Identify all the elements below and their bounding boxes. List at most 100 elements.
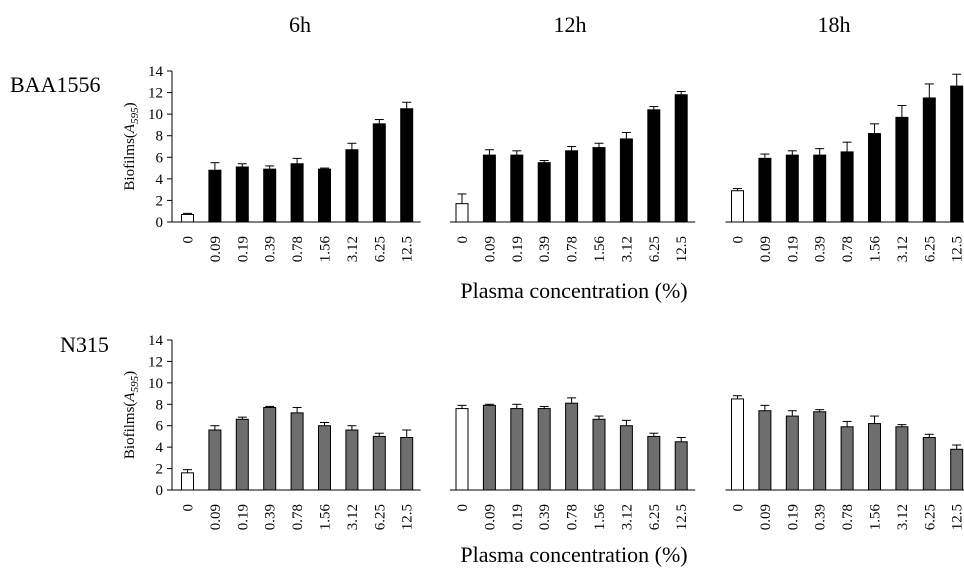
y-tick-label: 2 (156, 193, 164, 209)
y-tick-label: 0 (156, 483, 164, 499)
bar-6h-0 (181, 472, 194, 491)
x-tick-label: 0.19 (510, 504, 526, 530)
panel-title-n315: N315 (60, 332, 109, 357)
bar-6h-0.39 (263, 407, 277, 491)
x-tick-label: 0 (455, 236, 471, 244)
x-tick-label: 0.39 (263, 504, 279, 530)
y-tick-label: 8 (156, 129, 164, 145)
x-tick-label: 0 (455, 504, 471, 512)
bar-6h-3.12 (345, 149, 359, 223)
bar-18h-12.5 (950, 85, 964, 223)
panel-title-baa1556: BAA1556 (10, 72, 100, 97)
x-tick-label: 0.09 (482, 504, 498, 530)
y-tick-label: 10 (148, 376, 163, 392)
bar-12h-12.5 (674, 441, 688, 491)
bar-18h-1.56 (868, 423, 881, 491)
y-axis-label: Biofilms(A595) (122, 102, 141, 190)
x-tick-label: 1.56 (592, 236, 608, 263)
x-tick-label: 12.5 (674, 504, 690, 530)
bar-12h-3.12 (619, 425, 633, 491)
bar-18h-12.5 (950, 448, 964, 491)
y-tick-label: 4 (156, 440, 164, 456)
x-tick-label: 3.12 (345, 236, 361, 262)
x-axis-label-n315: Plasma concentration (%) (460, 542, 687, 567)
x-tick-label: 0.39 (537, 504, 553, 530)
x-tick-label: 0.39 (813, 236, 829, 262)
bar-18h-0.19 (785, 154, 799, 223)
x-tick-label: 0.09 (208, 236, 224, 262)
y-tick-label: 10 (148, 107, 163, 123)
bar-6h-0.09 (208, 169, 222, 223)
bar-6h-0.19 (235, 418, 249, 491)
x-tick-label: 0 (181, 504, 197, 512)
x-tick-label: 0.78 (290, 236, 306, 262)
bar-6h-6.25 (372, 435, 386, 491)
bar-6h-12.5 (400, 437, 414, 491)
x-tick-label: 6.25 (922, 236, 938, 262)
y-tick-label: 12 (148, 354, 163, 370)
x-tick-label: 0.19 (510, 236, 526, 262)
bar-12h-0 (455, 408, 469, 491)
bar-6h-1.56 (318, 425, 331, 491)
bar-18h-0.78 (840, 426, 854, 491)
x-tick-label: 0.09 (758, 504, 774, 530)
bar-18h-1.56 (868, 133, 881, 223)
x-tick-label: 0 (731, 236, 747, 244)
bar-6h-0.09 (208, 429, 222, 491)
y-axis-label: Biofilms(A595) (122, 371, 141, 459)
bar-18h-0.09 (758, 410, 772, 491)
x-tick-label: 0.09 (482, 236, 498, 262)
x-tick-label: 1.56 (318, 504, 334, 531)
x-tick-label: 0.78 (840, 504, 856, 530)
bar-18h-0.09 (758, 157, 772, 223)
x-tick-label: 3.12 (895, 504, 911, 530)
time-label-18h: 18h (818, 12, 851, 37)
x-tick-label: 1.56 (868, 236, 884, 263)
bar-12h-12.5 (674, 94, 688, 223)
x-tick-label: 6.25 (647, 504, 663, 530)
x-tick-label: 3.12 (619, 236, 635, 262)
bar-18h-6.25 (922, 437, 936, 491)
bar-6h-0.19 (235, 166, 249, 223)
x-tick-label: 12.5 (400, 504, 416, 530)
x-tick-label: 0.19 (785, 504, 801, 530)
x-tick-label: 12.5 (950, 236, 964, 262)
x-tick-label: 0.09 (758, 236, 774, 262)
bar-12h-0.09 (482, 154, 496, 223)
time-label-6h: 6h (289, 12, 311, 37)
y-tick-label: 14 (148, 64, 164, 80)
x-tick-label: 0.78 (290, 504, 306, 530)
x-tick-label: 1.56 (592, 504, 608, 531)
x-tick-label: 6.25 (922, 504, 938, 530)
bar-6h-1.56 (318, 168, 331, 223)
bar-18h-0.39 (813, 411, 827, 491)
bar-12h-3.12 (619, 138, 633, 223)
x-tick-label: 6.25 (372, 236, 388, 262)
time-label-12h: 12h (554, 12, 587, 37)
bar-18h-0 (731, 398, 744, 491)
bar-18h-3.12 (895, 426, 909, 491)
x-axis-label-baa1556: Plasma concentration (%) (460, 278, 687, 303)
x-tick-label: 6.25 (647, 236, 663, 262)
y-tick-label: 2 (156, 462, 164, 478)
y-tick-label: 12 (148, 86, 163, 102)
bar-18h-0.19 (785, 415, 799, 491)
x-tick-label: 0 (181, 236, 197, 244)
bar-12h-0.39 (537, 162, 551, 223)
bar-12h-0.78 (565, 402, 579, 491)
bar-12h-6.25 (647, 109, 661, 223)
bar-6h-0.39 (263, 168, 277, 223)
bar-12h-1.56 (592, 147, 606, 223)
bar-12h-0.09 (482, 404, 496, 491)
x-tick-label: 0.19 (235, 236, 251, 262)
x-tick-label: 3.12 (619, 504, 635, 530)
x-tick-label: 0.19 (235, 504, 251, 530)
x-tick-label: 0.39 (537, 236, 553, 262)
bar-12h-0.19 (510, 154, 524, 223)
bar-6h-0.78 (290, 412, 304, 491)
bar-18h-6.25 (922, 97, 936, 223)
x-tick-label: 1.56 (318, 236, 334, 263)
x-tick-label: 0.78 (565, 236, 581, 262)
